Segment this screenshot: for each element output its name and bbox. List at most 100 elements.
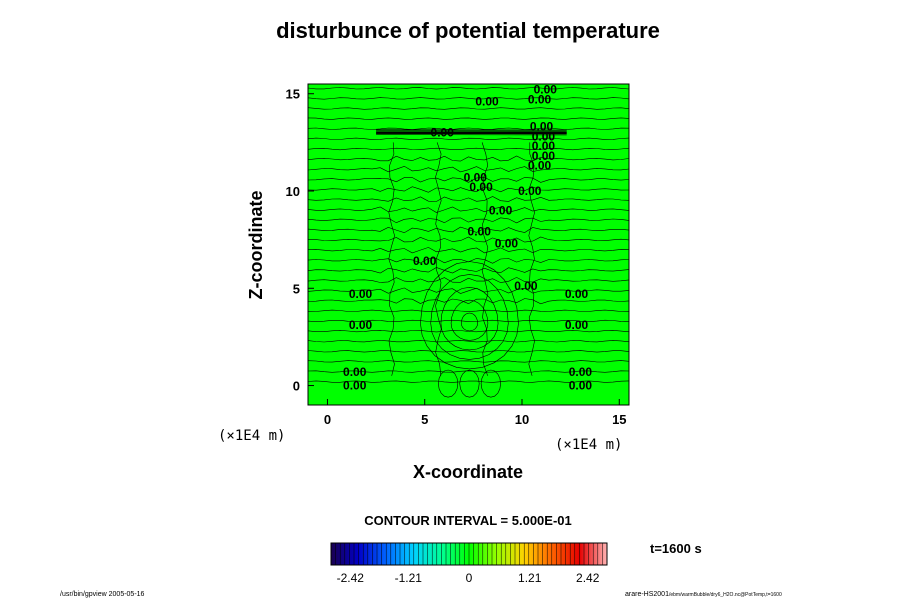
contour-line (307, 177, 630, 183)
contour-value-label: 0.00 (468, 225, 492, 239)
contour-value-label: 0.00 (569, 378, 593, 392)
contour-line (480, 369, 501, 398)
contour-value-label: 0.00 (475, 94, 499, 108)
colorbar-tick-label: 2.42 (576, 571, 600, 585)
footer-right-small: /ebm/warmBubble/dry6_H2O.nc@PotTemp,t=16… (669, 592, 782, 598)
contour-line (307, 319, 630, 323)
contour-line (307, 155, 630, 162)
contour-value-label: 0.00 (464, 170, 488, 184)
x-axis-unit-left: (×1E4 m) (218, 428, 285, 444)
x-tick-label: 15 (612, 412, 626, 427)
contour-value-label: 0.00 (349, 287, 373, 301)
contour-line (307, 196, 630, 202)
contour-line (459, 369, 480, 398)
plot-frame (307, 83, 630, 406)
contour-line (307, 97, 630, 100)
contour-line (307, 298, 630, 305)
contour-value-label: 0.00 (495, 236, 519, 250)
contour-line (440, 286, 499, 351)
x-tick-label: 5 (421, 412, 428, 427)
contour-line (307, 370, 630, 373)
contour-line (460, 312, 478, 332)
contour-value-label: 0.00 (343, 378, 367, 392)
footer-right-text: arare-HS2001/ebm/warmBubble/dry6_H2O.nc@… (625, 591, 782, 598)
contour-value-label: 0.00 (532, 129, 556, 143)
contour-value-label: 0.00 (349, 318, 373, 332)
y-axis-ticks: 0 5 10 15 (286, 87, 314, 394)
contour-line (307, 107, 630, 110)
contour-line (307, 350, 630, 353)
contour-line (420, 261, 519, 370)
colorbar-tick-label: -2.42 (337, 571, 365, 585)
chart-title: disturbunce of potential temperature (276, 18, 660, 43)
contour-line (528, 142, 535, 376)
x-axis-label: X-coordinate (413, 462, 523, 482)
contour-line (307, 147, 630, 151)
x-tick-label: 10 (515, 412, 529, 427)
contour-line (435, 142, 442, 376)
contour-labels: 0.000.000.000.000.000.000.000.000.000.00… (343, 83, 592, 393)
x-axis-ticks: 0 5 10 15 (324, 399, 627, 427)
y-axis-label: Z-coordinate (246, 190, 266, 299)
contour-line (307, 165, 630, 173)
contour-line (307, 127, 630, 130)
contour-line (307, 277, 630, 283)
contour-line (307, 340, 630, 343)
contour-value-label: 0.00 (569, 365, 593, 379)
x-axis-unit-right: (×1E4 m) (555, 437, 622, 453)
y-tick-label: 10 (286, 184, 300, 199)
plot-area: 0.000.000.000.000.000.000.000.000.000.00… (307, 83, 630, 406)
colorbar-ticks: -2.42 -1.21 0 1.21 2.42 (337, 571, 600, 585)
contour-value-label: 0.00 (514, 279, 538, 293)
contour-lines (307, 87, 630, 398)
contour-line (450, 299, 489, 341)
contour-line (307, 309, 630, 312)
contour-line (307, 360, 630, 363)
contour-value-label: 0.00 (343, 365, 367, 379)
contour-value-label: 0.00 (528, 159, 552, 173)
contour-line (307, 226, 630, 234)
contour-value-label: 0.00 (534, 83, 558, 97)
contour-value-label: 0.00 (530, 120, 554, 134)
contour-line (388, 142, 395, 376)
y-tick-label: 5 (293, 281, 300, 296)
footer-left-text: /usr/bin/gpview 2005-05-16 (60, 591, 145, 598)
contour-value-label: 0.00 (518, 184, 542, 198)
colorbar-tick-label: 1.21 (518, 571, 542, 585)
colorbar: -2.42 -1.21 0 1.21 2.42 (330, 542, 608, 585)
colorbar-frame (330, 542, 608, 566)
contour-interval-label: CONTOUR INTERVAL = 5.000E-01 (364, 513, 571, 528)
contour-line (307, 267, 630, 274)
y-tick-label: 0 (293, 379, 300, 394)
contour-line (481, 142, 489, 376)
contour-line (307, 137, 630, 140)
contour-line (307, 186, 630, 193)
y-tick-label: 15 (286, 87, 300, 102)
contour-value-label: 0.00 (565, 287, 589, 301)
footer-right-main: arare-HS2001 (625, 591, 669, 598)
contour-line (307, 247, 630, 254)
contour-value-label: 0.00 (532, 139, 556, 153)
colorbar-tick-label: -1.21 (395, 571, 423, 585)
contour-line (307, 287, 630, 294)
contour-value-label: 0.00 (532, 149, 556, 163)
contour-line (307, 236, 630, 243)
contour-line (307, 206, 630, 213)
contour-line (307, 87, 630, 90)
contour-value-label: 0.00 (469, 180, 493, 194)
contour-line (307, 329, 630, 333)
contour-value-label: 0.00 (528, 93, 552, 107)
contour-value-label: 0.00 (413, 254, 437, 268)
contour-value-label: 0.00 (431, 126, 455, 140)
x-tick-label: 0 (324, 412, 331, 427)
contour-line (307, 217, 630, 224)
time-label: t=1600 s (650, 541, 702, 556)
contour-line (307, 380, 630, 383)
contour-value-label: 0.00 (565, 318, 589, 332)
colorbar-tick-label: 0 (466, 571, 473, 585)
colorbar-divisions (335, 543, 603, 565)
contour-line (307, 117, 630, 120)
contour-line (437, 369, 459, 398)
contour-fill (308, 84, 629, 405)
